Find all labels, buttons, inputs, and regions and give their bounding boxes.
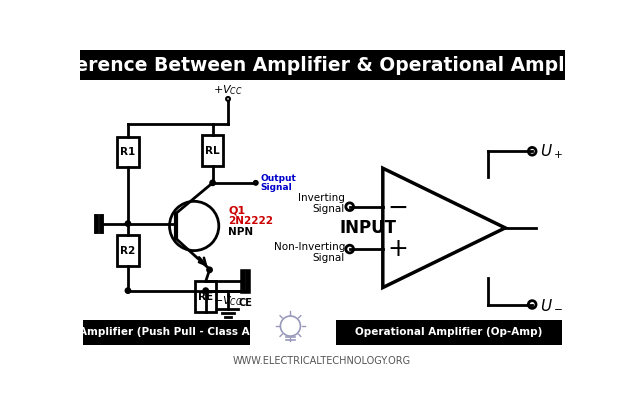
Circle shape [125,288,131,293]
Circle shape [170,201,219,251]
Text: Amplifier (Push Pull - Class A): Amplifier (Push Pull - Class A) [79,327,254,337]
Circle shape [528,147,536,155]
Text: Output: Output [260,174,296,184]
Text: Non-Inverting: Non-Inverting [274,242,345,252]
Circle shape [346,203,353,210]
Text: RE: RE [198,292,213,302]
FancyBboxPatch shape [117,235,139,266]
Text: $+V_{CC}$: $+V_{CC}$ [213,84,243,97]
Text: Signal: Signal [313,252,345,262]
Text: NPN: NPN [228,227,253,237]
Text: $-$: $-$ [387,195,407,219]
Circle shape [226,97,230,101]
Polygon shape [383,168,505,288]
Circle shape [254,181,258,185]
Text: R1: R1 [120,147,136,157]
FancyBboxPatch shape [195,281,216,312]
Circle shape [346,245,353,253]
Text: Inverting: Inverting [298,193,345,203]
Text: Signal: Signal [260,183,292,192]
Circle shape [207,267,212,273]
Text: RL: RL [205,145,220,155]
FancyBboxPatch shape [117,136,139,168]
FancyBboxPatch shape [336,320,562,345]
Text: INPUT: INPUT [340,219,397,237]
Text: R2: R2 [120,246,136,256]
Text: 2N2222: 2N2222 [228,216,273,226]
FancyBboxPatch shape [202,135,223,166]
Text: CE: CE [239,298,253,308]
Text: Q1: Q1 [228,205,245,215]
Circle shape [210,180,215,186]
Text: $+$: $+$ [387,237,407,261]
Text: WWW.ELECTRICALTECHNOLOGY.ORG: WWW.ELECTRICALTECHNOLOGY.ORG [233,356,411,366]
Circle shape [528,301,536,308]
FancyBboxPatch shape [81,50,565,80]
Text: Operational Amplifier (Op-Amp): Operational Amplifier (Op-Amp) [355,327,543,337]
Text: $U_-$: $U_-$ [540,297,563,312]
Text: Signal: Signal [313,204,345,214]
FancyBboxPatch shape [82,320,250,345]
Circle shape [125,221,131,226]
Text: Difference Between Amplifier & Operational Amplifier: Difference Between Amplifier & Operation… [36,55,608,74]
Circle shape [281,316,301,336]
Text: $-V_{CC}$: $-V_{CC}$ [213,294,243,308]
Circle shape [203,288,208,293]
Text: $U_+$: $U_+$ [540,142,563,160]
